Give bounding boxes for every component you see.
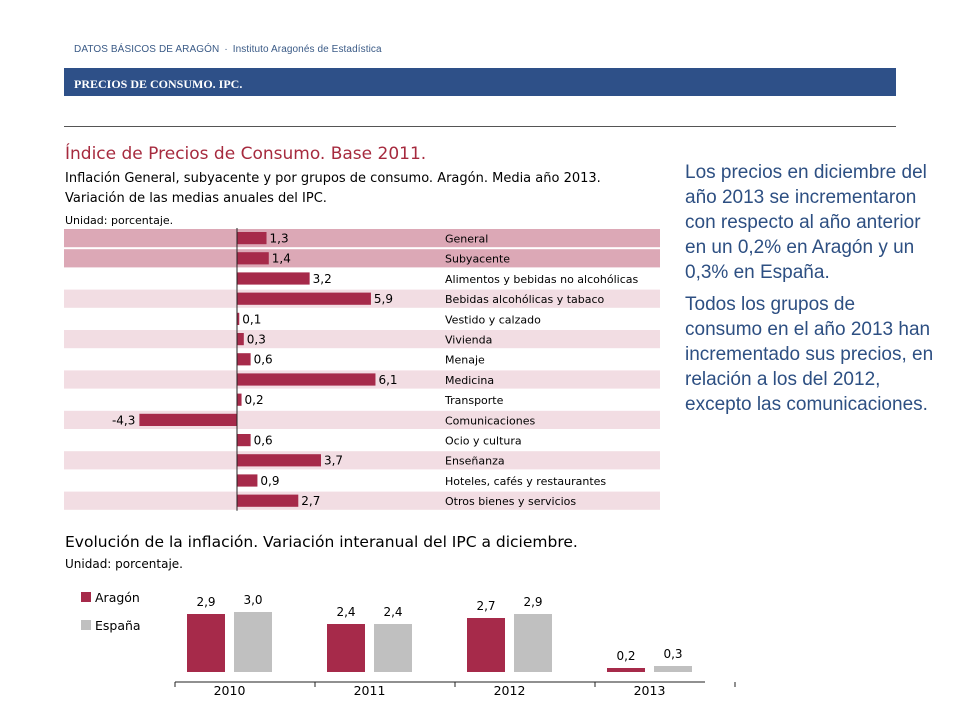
value-label: 0,2: [245, 393, 264, 407]
category-label: Otros bienes y servicios: [445, 495, 576, 508]
category-row-band: [64, 249, 660, 268]
value-label: 0,3: [663, 647, 682, 661]
bar-2012-espana: [514, 614, 552, 672]
bar-2012-aragon: [467, 618, 505, 672]
chart1-unit: Unidad: porcentaje.: [65, 214, 174, 227]
value-label: 1,3: [270, 232, 289, 246]
bar-7: [237, 373, 376, 386]
category-label: 2011: [354, 683, 386, 698]
bar-6: [237, 353, 251, 366]
bar-12: [237, 474, 258, 487]
category-label: 2012: [494, 683, 526, 698]
value-label: -4,3: [112, 413, 135, 427]
category-label: Alimentos y bebidas no alcohólicas: [445, 273, 638, 286]
commentary-paragraph-1: Los precios en diciembre del año 2013 se…: [685, 162, 927, 283]
category-row-band: [64, 491, 660, 510]
value-label: 5,9: [374, 292, 393, 306]
category-row-band: [64, 330, 660, 349]
chart1-subtitle: Inflación General, subyacente y por grup…: [65, 169, 685, 209]
bar-1: [237, 252, 269, 265]
bar-2011-aragon: [327, 624, 365, 672]
value-label: 2,7: [476, 599, 495, 613]
bar-13: [237, 494, 299, 507]
category-row-band: [64, 451, 660, 470]
commentary: Los precios en diciembre del año 2013 se…: [685, 160, 937, 424]
value-label: 0,9: [260, 474, 279, 488]
category-label: Vivienda: [445, 334, 492, 347]
bar-2013-aragon: [607, 668, 645, 672]
header-separator: ·: [224, 44, 228, 55]
value-label: 2,7: [301, 494, 320, 508]
value-label: 0,6: [254, 353, 273, 367]
legend-swatch-aragon: [81, 592, 91, 602]
value-label: 3,0: [243, 593, 262, 607]
chart1-subtitle-line2: Variación de las medias anuales del IPC.: [65, 191, 327, 206]
bar-2: [237, 272, 310, 285]
bar-3: [237, 292, 371, 305]
category-label: 2010: [214, 683, 246, 698]
value-label: 2,4: [383, 605, 402, 619]
publication-header: DATOS BÁSICOS DE ARAGÓN · Instituto Aragon…: [74, 44, 382, 55]
category-row-band: [64, 229, 660, 248]
value-label: 0,1: [242, 312, 261, 326]
value-label: 3,7: [324, 454, 343, 468]
value-label: 2,4: [336, 605, 355, 619]
category-label: Menaje: [445, 354, 485, 367]
legend-label: Aragón: [95, 590, 140, 605]
category-label: Vestido y calzado: [445, 313, 541, 326]
value-label: 1,4: [272, 252, 291, 266]
value-label: 3,2: [313, 272, 332, 286]
category-label: 2013: [634, 683, 666, 698]
category-label: Subyacente: [445, 253, 510, 266]
category-label: General: [445, 233, 488, 246]
publication-name: DATOS BÁSICOS DE ARAGÓN: [74, 44, 220, 55]
bar-11: [237, 454, 321, 467]
value-label: 2,9: [196, 595, 215, 609]
category-label: Bebidas alcohólicas y tabaco: [445, 293, 605, 306]
chart2-unit: Unidad: porcentaje.: [65, 557, 183, 571]
commentary-paragraph-2: Todos los grupos de consumo en el año 20…: [685, 294, 934, 415]
category-label: Comunicaciones: [445, 414, 535, 427]
value-label: 6,1: [378, 373, 397, 387]
bar-0: [237, 232, 267, 245]
chart1-subtitle-line1: Inflación General, subyacente y por grup…: [65, 171, 601, 186]
bar-2010-aragon: [187, 614, 225, 672]
category-label: Ocio y cultura: [445, 435, 522, 448]
bar-9: [139, 413, 237, 426]
category-label: Enseñanza: [445, 455, 505, 468]
institute-name: Instituto Aragonés de Estadística: [232, 44, 382, 55]
value-label: 2,9: [523, 595, 542, 609]
category-label: Medicina: [445, 374, 494, 387]
section-title: PRECIOS DE CONSUMO. IPC.: [74, 77, 243, 91]
category-label: Transporte: [444, 394, 504, 407]
bar-2013-espana: [654, 666, 692, 672]
bar-10: [237, 434, 251, 447]
legend-swatch-espana: [81, 620, 91, 630]
bar-5: [237, 333, 244, 346]
legend-label: España: [95, 618, 141, 633]
value-label: 0,6: [254, 434, 273, 448]
chart1-title: Índice de Precios de Consumo. Base 2011.: [65, 144, 427, 164]
chart2-title: Evolución de la inflación. Variación int…: [65, 533, 578, 551]
category-label: Hoteles, cafés y restaurantes: [445, 475, 606, 488]
section-band: PRECIOS DE CONSUMO. IPC.: [64, 68, 896, 96]
value-label: 0,2: [616, 649, 635, 663]
bar-8: [237, 393, 242, 406]
value-label: 0,3: [247, 333, 266, 347]
bar-2011-espana: [374, 624, 412, 672]
bar-4: [237, 312, 240, 325]
section-divider: [64, 126, 896, 127]
bar-2010-espana: [234, 612, 272, 672]
